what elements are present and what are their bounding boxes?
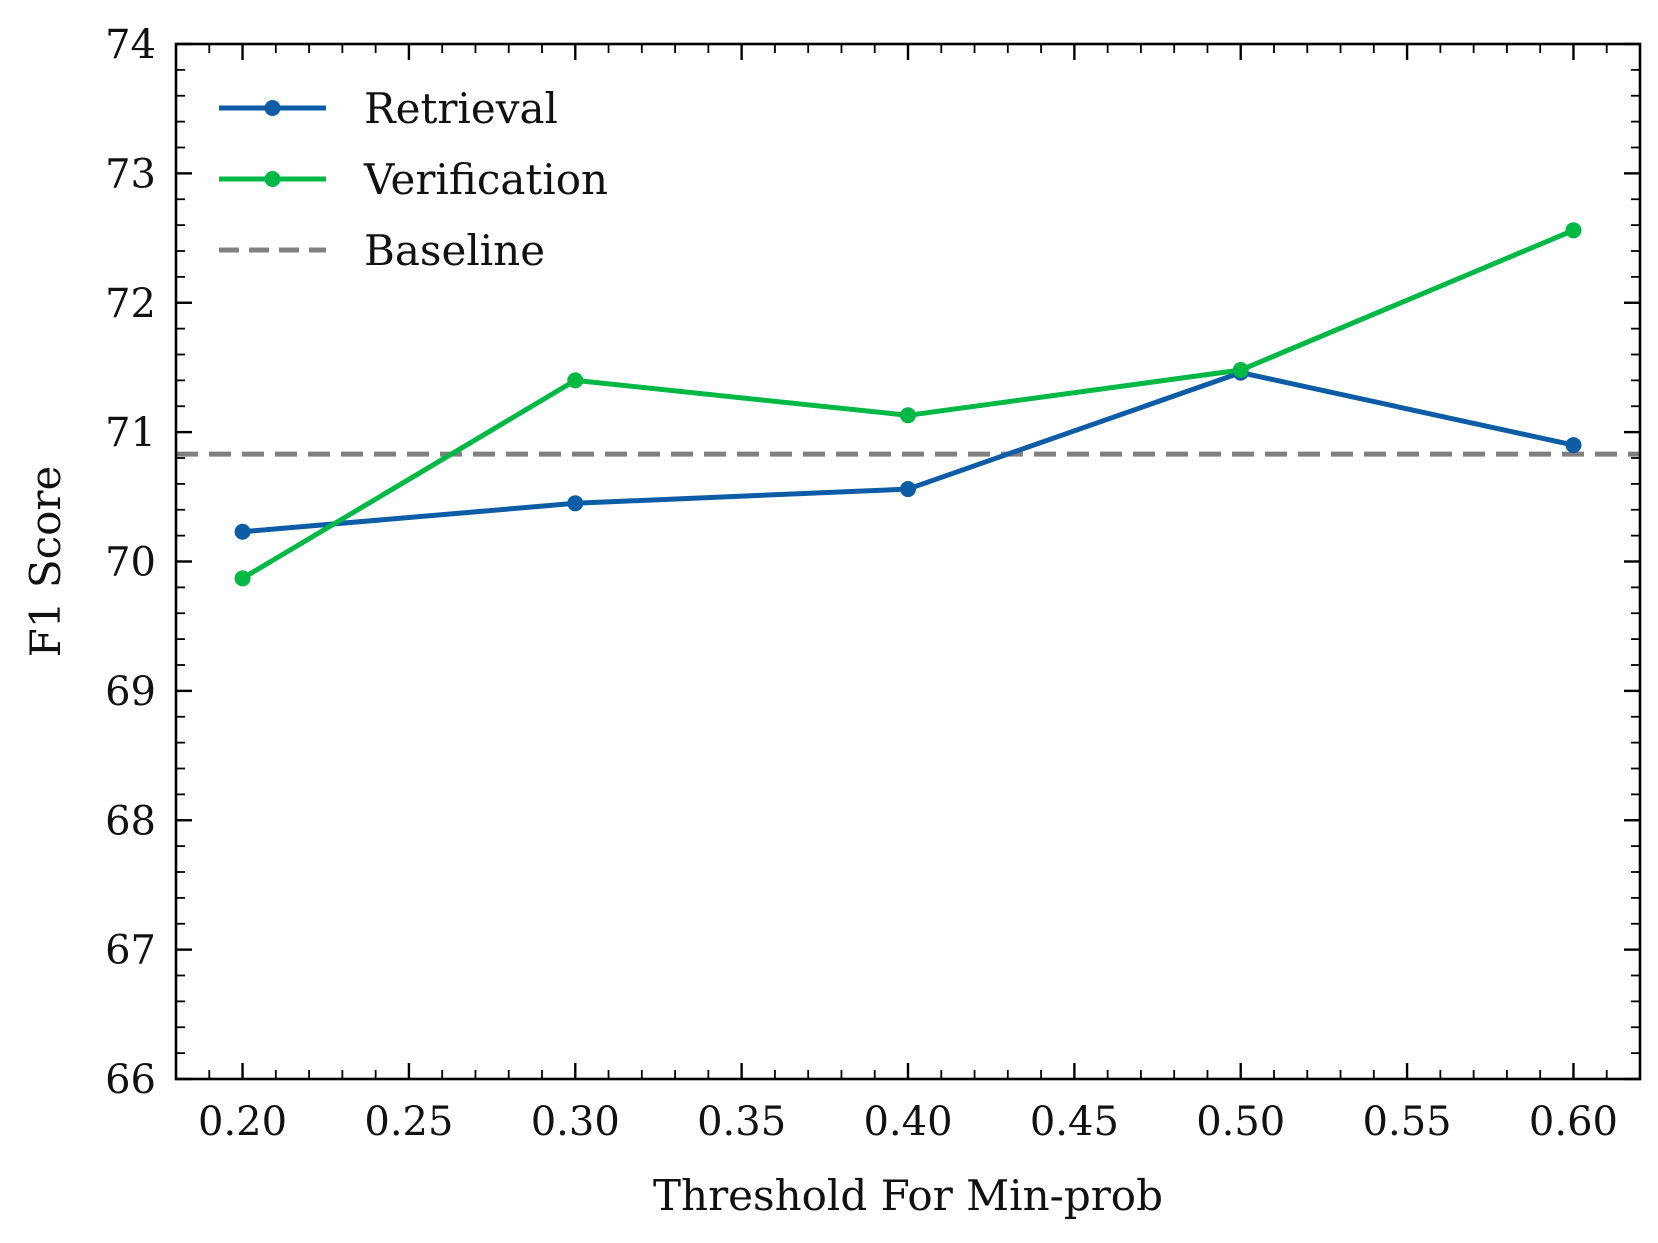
point-verification — [1232, 362, 1249, 379]
y-tick-label: 74 — [105, 22, 156, 68]
y-tick-label: 67 — [105, 928, 156, 974]
legend-label-verification: Verification — [363, 155, 608, 204]
y-tick-label: 72 — [105, 281, 156, 327]
x-tick-label: 0.40 — [863, 1099, 952, 1145]
x-tick-label: 0.30 — [531, 1099, 620, 1145]
series-layer — [234, 222, 1582, 587]
y-tick-label: 66 — [105, 1057, 156, 1103]
legend: Retrieval Verification Baseline — [219, 84, 608, 275]
x-tick-label: 0.20 — [198, 1099, 287, 1145]
y-tick-label: 73 — [105, 151, 156, 197]
legend-marker-retrieval — [264, 100, 281, 116]
point-retrieval — [234, 523, 251, 540]
point-verification — [900, 407, 916, 424]
point-verification — [1565, 222, 1582, 239]
point-retrieval — [567, 495, 584, 512]
x-tick-label: 0.50 — [1196, 1099, 1285, 1145]
x-tick-label: 0.25 — [364, 1099, 453, 1145]
series-line-verification — [241, 227, 1575, 581]
x-axis-label: Threshold For Min-prob — [653, 1171, 1163, 1220]
point-retrieval — [900, 481, 916, 498]
y-tick-label: 71 — [105, 410, 156, 456]
y-axis-label: F1 Score — [21, 466, 70, 658]
tick-labels: 0.20 0.25 0.30 0.35 0.40 0.45 0.50 0.55 0.60 66 67… — [105, 22, 1618, 1145]
x-tick-label: 0.55 — [1363, 1099, 1452, 1145]
legend-marker-verification — [264, 171, 281, 187]
axis-ticks — [175, 42, 1641, 1081]
x-tick-label: 0.45 — [1030, 1099, 1119, 1145]
x-tick-label: 0.35 — [697, 1099, 786, 1145]
legend-label-retrieval: Retrieval — [364, 84, 558, 133]
legend-label-baseline: Baseline — [364, 226, 545, 275]
point-retrieval — [1565, 437, 1582, 454]
point-verification — [234, 570, 251, 587]
y-tick-label: 68 — [105, 798, 156, 844]
plot-frame — [174, 42, 1642, 1081]
point-verification — [567, 372, 584, 389]
y-tick-label: 70 — [105, 540, 156, 586]
y-tick-label: 69 — [105, 669, 156, 715]
x-tick-label: 0.60 — [1529, 1099, 1618, 1145]
